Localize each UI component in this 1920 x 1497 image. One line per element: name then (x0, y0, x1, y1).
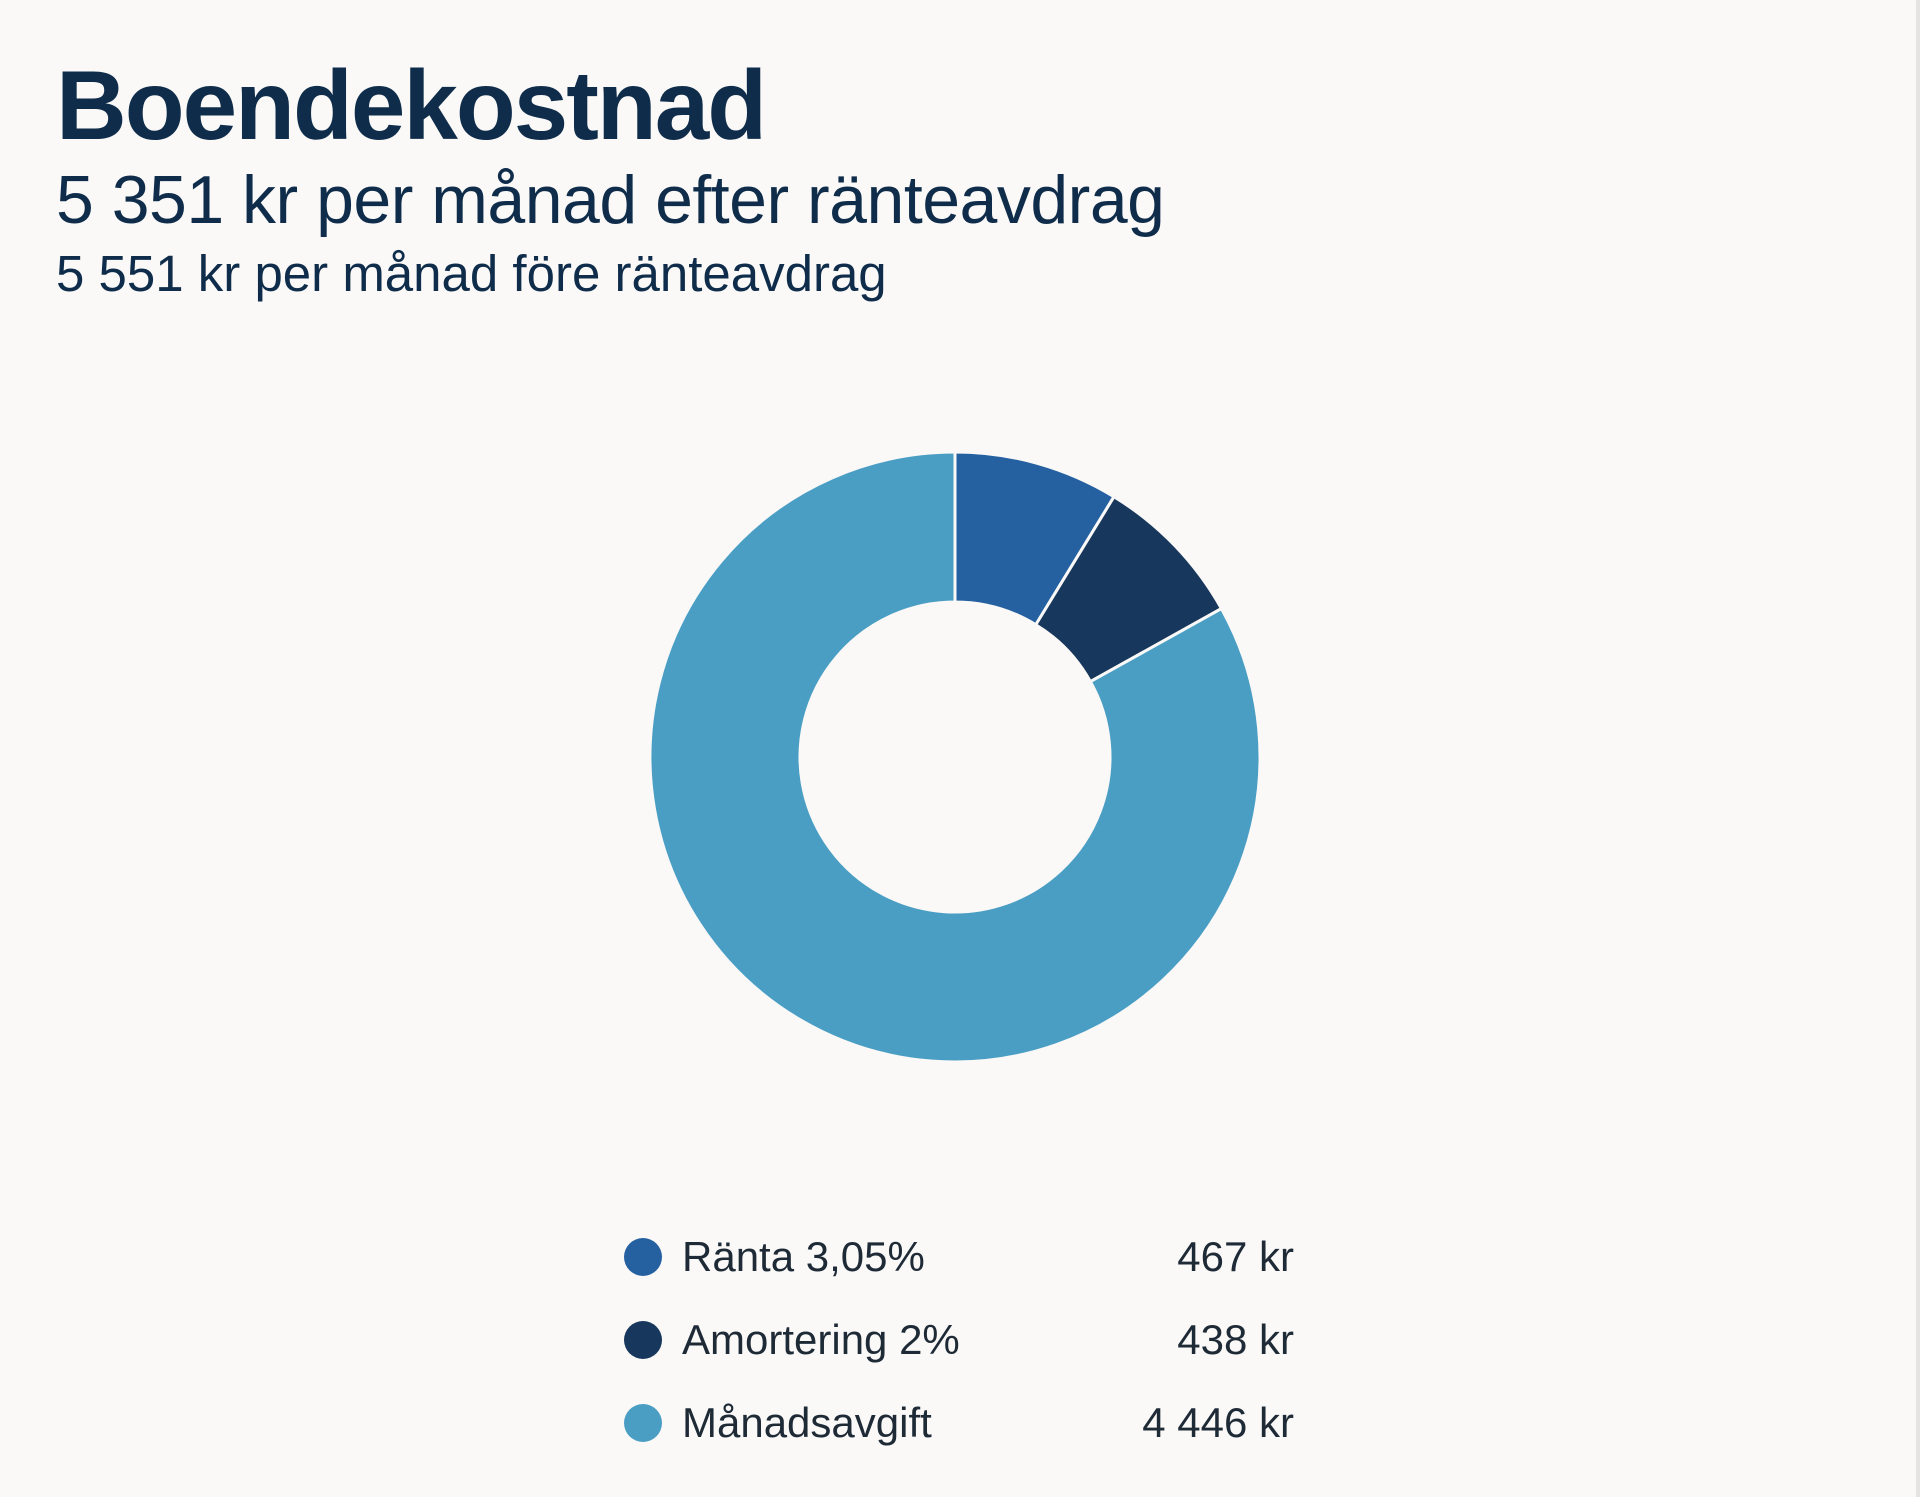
cost-after-deduction: 5 351 kr per månad efter ränteavdrag (56, 162, 1165, 238)
legend-item: Ränta 3,05% 467 kr (620, 1222, 1300, 1305)
legend-label: Ränta 3,05% (682, 1233, 925, 1280)
legend-label: Månadsavgift (682, 1399, 932, 1446)
legend-value: 467 kr (1177, 1233, 1294, 1280)
legend-item: Amortering 2% 438 kr (620, 1305, 1300, 1388)
legend-dot-icon (624, 1404, 662, 1442)
chart-legend: Ränta 3,05% 467 kr Amortering 2% 438 kr Måna… (620, 1222, 1300, 1471)
legend-value: 438 kr (1177, 1316, 1294, 1363)
donut-slice-2 (648, 450, 1262, 1064)
legend-value: 4 446 kr (1142, 1399, 1294, 1446)
legend-label: Amortering 2% (682, 1316, 960, 1363)
card-edge (1916, 0, 1920, 1497)
legend-dot-icon (624, 1238, 662, 1276)
cost-before-deduction: 5 551 kr per månad före ränteavdrag (56, 245, 887, 302)
page-title: Boendekostnad (56, 50, 767, 160)
legend-item: Månadsavgift 4 446 kr (620, 1388, 1300, 1471)
legend-dot-icon (624, 1321, 662, 1359)
